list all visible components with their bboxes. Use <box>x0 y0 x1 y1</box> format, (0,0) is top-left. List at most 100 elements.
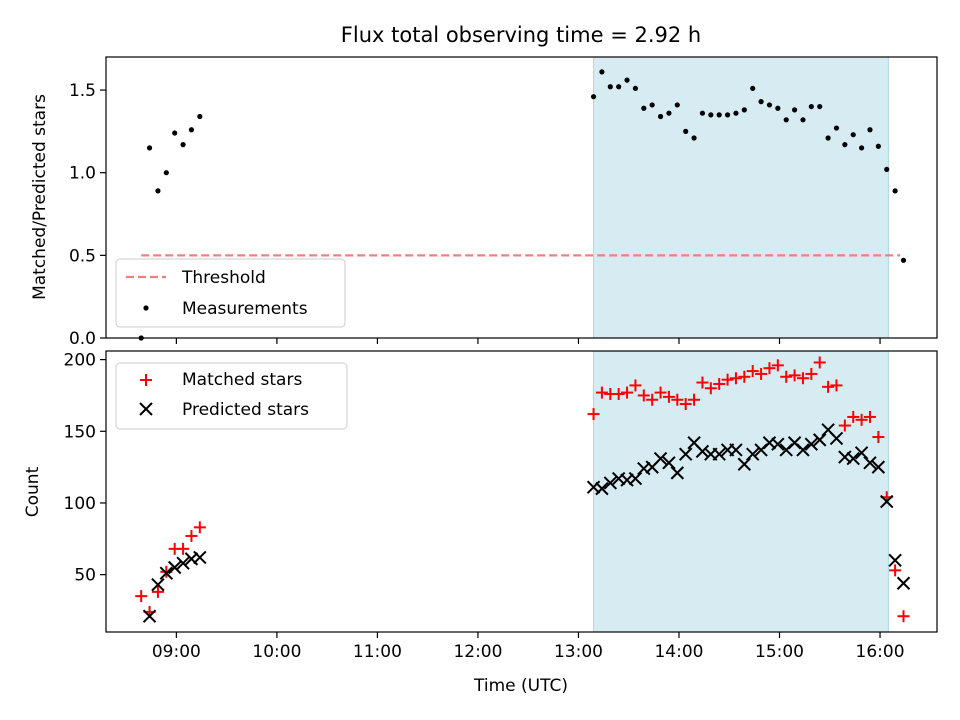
bottom-panel: 50 100 150 200 09:00 10:00 11:00 12:00 13:00 14:… <box>23 350 938 696</box>
matched-star-point <box>135 590 148 603</box>
legend-matched-label: Matched stars <box>182 370 302 390</box>
matched-star-point <box>177 542 190 555</box>
measurement-point <box>674 102 680 108</box>
bottom-x-tick-label: 14:00 <box>654 642 703 662</box>
measurement-point <box>741 107 747 113</box>
measurement-point <box>691 135 697 141</box>
predicted-star-point <box>670 466 685 480</box>
measurement-point <box>649 102 655 108</box>
measurement-point <box>607 84 613 90</box>
predicted-star-point <box>871 460 886 474</box>
predicted-star-point <box>712 447 726 461</box>
top-legend: Threshold Measurements <box>115 258 346 328</box>
measurement-point <box>758 99 764 105</box>
measurement-point <box>875 143 881 149</box>
matched-star-point <box>738 370 751 383</box>
predicted-star-point <box>813 433 827 447</box>
matched-star-point <box>193 521 206 534</box>
measurement-point <box>699 110 706 116</box>
bottom-y-tick-label: 100 <box>64 494 96 514</box>
bottom-shaded-interval <box>593 350 889 633</box>
measurement-point <box>783 117 789 123</box>
matched-star-point <box>830 379 843 392</box>
measurement-point <box>842 142 848 148</box>
top-y-tick-label: 1.5 <box>69 81 96 101</box>
measurement-point <box>850 132 856 138</box>
matched-star-point <box>897 610 910 623</box>
predicted-star-point <box>737 457 752 471</box>
measurement-point <box>900 257 907 263</box>
measurement-point <box>180 142 186 148</box>
matched-star-point <box>679 398 692 411</box>
predicted-star-point <box>829 431 844 446</box>
measurement-point <box>599 69 605 75</box>
measurement-point <box>666 110 672 116</box>
matched-star-point <box>847 410 860 423</box>
bottom-x-tick-label: 13:00 <box>554 642 603 662</box>
matched-star-point <box>729 372 742 385</box>
top-x-axis <box>175 338 881 344</box>
bottom-x-tick-label: 15:00 <box>755 642 804 662</box>
bottom-x-tick-label: 10:00 <box>252 642 301 662</box>
measurement-point <box>172 130 178 136</box>
matched-star-point <box>721 373 734 386</box>
predicted-star-point <box>854 446 869 460</box>
top-shaded-interval <box>593 56 889 339</box>
measurement-point <box>791 107 798 113</box>
measurement-point <box>632 85 639 92</box>
matched-star-point <box>662 390 675 403</box>
predicted-star-point <box>151 577 165 592</box>
legend-predicted-swatch <box>139 402 153 416</box>
measurement-point <box>641 105 647 111</box>
bottom-x-tick-label: 11:00 <box>353 642 402 662</box>
matched-star-point <box>185 529 198 542</box>
matched-star-point <box>889 564 902 577</box>
bottom-x-tick-label: 09:00 <box>152 642 201 662</box>
measurement-point <box>716 112 722 118</box>
predicted-star-point <box>896 576 911 590</box>
measurement-point <box>867 127 873 133</box>
predicted-star-point <box>804 437 819 451</box>
matched-star-point <box>595 386 608 399</box>
matched-star-point <box>796 372 809 385</box>
top-panel: 0.0 0.5 1.0 1.5 Matched/Predicted stars Thr… <box>30 56 938 349</box>
bottom-shaded-region <box>593 350 889 633</box>
measurement-point <box>800 117 806 123</box>
predicted-star-point <box>653 451 668 466</box>
measurement-point <box>616 84 622 90</box>
bottom-y-axis: 50 100 150 200 <box>64 351 106 586</box>
matched-star-point <box>788 369 801 382</box>
measurement-point <box>683 128 689 134</box>
matched-star-point <box>872 431 885 444</box>
measurement-point <box>750 85 756 92</box>
top-y-tick-label: 0.0 <box>69 329 96 349</box>
bottom-x-tick-label: 12:00 <box>453 642 502 662</box>
predicted-star-point <box>863 456 877 470</box>
measurement-point <box>724 112 731 118</box>
x-axis-label: Time (UTC) <box>473 676 568 696</box>
legend-predicted-label: Predicted stars <box>182 400 309 420</box>
matched-star-point <box>755 367 768 380</box>
predicted-star-point <box>796 443 810 457</box>
bottom-y-tick-label: 200 <box>64 351 96 371</box>
measurement-point <box>766 102 773 108</box>
chart-title: Flux total observing time = 2.92 h <box>341 23 701 47</box>
predicted-star-point <box>662 456 676 470</box>
bottom-x-tick-label: 16:00 <box>856 642 905 662</box>
predicted-star-point <box>880 494 894 509</box>
predicted-star-point <box>745 447 760 461</box>
matched-star-point <box>813 356 826 369</box>
bottom-y-tick-label: 150 <box>64 422 96 442</box>
matched-star-point <box>646 393 659 406</box>
matched-star-point <box>713 377 726 390</box>
top-legend-frame <box>115 258 346 328</box>
predicted-star-point <box>142 609 157 623</box>
predicted-star-point <box>678 447 693 461</box>
matched-star-point <box>671 393 684 406</box>
measurement-point <box>808 103 814 110</box>
legend-matched-swatch <box>140 374 152 386</box>
matched-star-point <box>838 419 851 432</box>
predicted-star-point <box>176 556 190 570</box>
matched-star-point <box>654 386 667 399</box>
predicted-star-point <box>729 443 743 457</box>
